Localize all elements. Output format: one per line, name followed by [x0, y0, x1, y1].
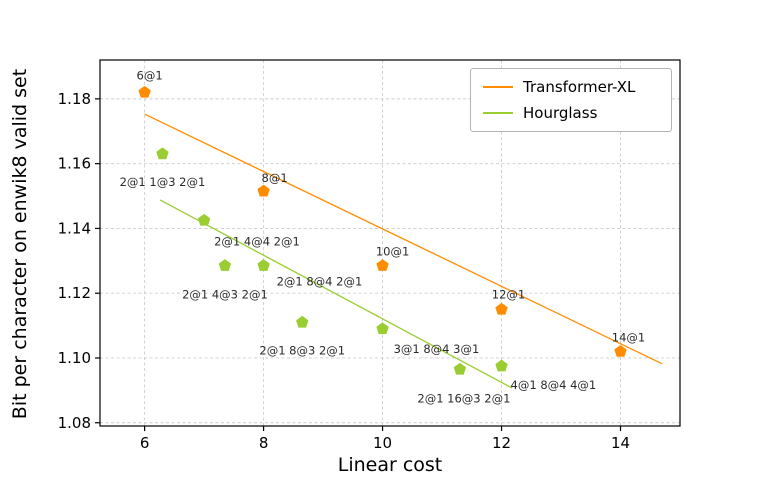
data-point-hourglass — [495, 359, 508, 372]
data-point-hourglass — [453, 362, 467, 375]
data-point-hourglass — [376, 322, 389, 335]
data-point-hourglass — [296, 315, 309, 328]
point-annotation: 12@1 — [492, 287, 525, 301]
x-tick-label: 10 — [373, 434, 392, 452]
point-annotation: 2@1 4@3 2@1 — [182, 288, 268, 302]
point-annotation: 2@1 1@3 2@1 — [120, 175, 206, 189]
x-tick-label: 8 — [259, 434, 269, 452]
point-annotation: 6@1 — [137, 68, 163, 82]
data-point-hourglass — [257, 259, 270, 271]
y-tick-label: 1.12 — [58, 284, 91, 302]
legend-item-transformer-xl: Transformer-XL — [483, 78, 659, 96]
point-annotation: 14@1 — [612, 331, 645, 345]
trendline-transformer-xl — [144, 113, 663, 365]
y-tick-label: 1.14 — [58, 219, 91, 237]
legend-line-transformer-xl-icon — [483, 86, 513, 88]
y-tick-label: 1.08 — [58, 414, 91, 432]
x-axis-title: Linear cost — [337, 454, 443, 476]
data-point-transformer-xl — [495, 302, 508, 315]
y-tick-label: 1.18 — [58, 90, 91, 108]
x-tick-label: 14 — [611, 434, 630, 452]
data-point-hourglass — [197, 213, 211, 226]
point-annotation: 4@1 8@4 4@1 — [511, 378, 597, 392]
data-point-transformer-xl — [614, 345, 627, 357]
legend-line-hourglass-icon — [483, 112, 513, 114]
point-annotation: 2@1 16@3 2@1 — [417, 391, 510, 405]
data-point-transformer-xl — [376, 259, 389, 271]
data-point-transformer-xl — [138, 85, 151, 98]
trendline-hourglass — [159, 199, 513, 389]
point-annotation: 2@1 4@4 2@1 — [214, 234, 300, 248]
y-tick-label: 1.10 — [58, 349, 91, 367]
legend-label-hourglass: Hourglass — [523, 104, 598, 122]
x-tick-label: 6 — [140, 434, 150, 452]
plot-frame — [99, 59, 681, 427]
y-tick-label: 1.16 — [58, 155, 91, 173]
point-annotation: 8@1 — [262, 171, 288, 185]
x-tick-label: 12 — [492, 434, 511, 452]
point-annotation: 10@1 — [376, 245, 409, 259]
data-point-hourglass — [218, 259, 232, 271]
y-axis-title: Bit per character on enwik8 valid set — [9, 68, 31, 420]
point-annotation: 2@1 8@4 2@1 — [277, 275, 363, 289]
legend-item-hourglass: Hourglass — [483, 104, 659, 122]
data-point-hourglass — [156, 147, 169, 160]
point-annotation: 2@1 8@3 2@1 — [259, 343, 345, 357]
legend-label-transformer-xl: Transformer-XL — [523, 78, 636, 96]
data-point-transformer-xl — [257, 184, 270, 197]
legend: Transformer-XL Hourglass — [470, 68, 672, 132]
point-annotation: 3@1 8@4 3@1 — [394, 342, 480, 356]
